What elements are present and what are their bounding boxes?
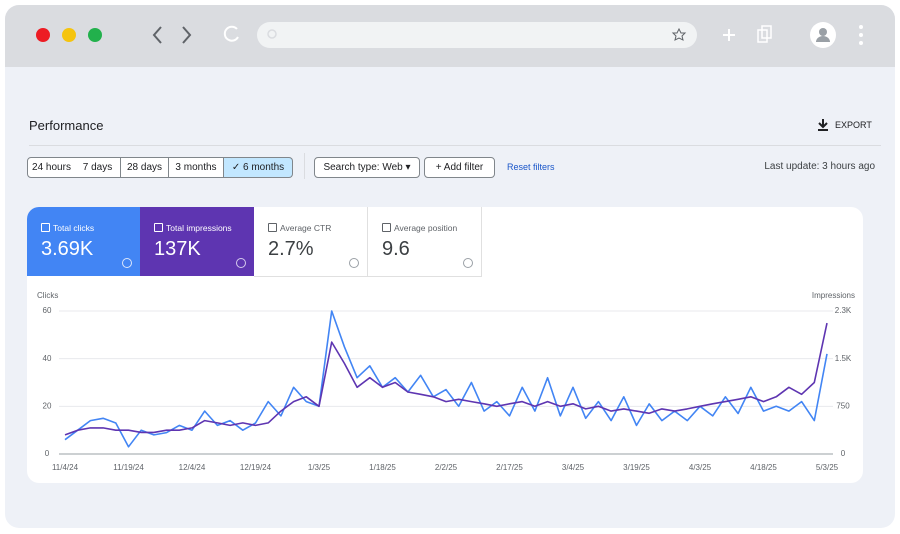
menu-dot[interactable] <box>859 41 863 45</box>
metric-card[interactable]: Average position 9.6 <box>368 207 482 277</box>
x-tick-label: 2/17/25 <box>496 463 523 472</box>
series-line <box>64 310 828 448</box>
tabs-icon-back <box>761 25 772 39</box>
x-tick-label: 5/3/25 <box>816 463 839 472</box>
search-type-button[interactable]: Search type: Web ▾ <box>314 157 420 178</box>
y2-tick-label: 1.5K <box>835 354 852 363</box>
help-icon[interactable] <box>122 258 132 268</box>
search-icon <box>267 29 277 39</box>
button-label: Add filter <box>443 162 484 173</box>
y2-tick-label: 750 <box>836 401 850 410</box>
browser-window: Performance EXPORT 24 hours 7 days 28 da… <box>5 5 895 528</box>
checkbox[interactable] <box>382 223 391 232</box>
bookmark-star[interactable] <box>671 27 687 41</box>
metric-value: 3.69K <box>41 238 94 260</box>
minimize-dot[interactable] <box>62 28 76 42</box>
metric-label: Total impressions <box>166 223 232 233</box>
x-tick-label: 12/4/24 <box>179 463 206 472</box>
reload-button[interactable] <box>223 25 239 42</box>
metric-value: 2.7% <box>268 238 314 260</box>
forward-button[interactable] <box>182 26 192 44</box>
metric-value: 9.6 <box>382 238 410 260</box>
x-tick-label: 11/19/24 <box>113 463 144 472</box>
browser-toolbar <box>5 5 895 67</box>
y-tick-label: 60 <box>43 306 52 315</box>
x-tick-label: 4/18/25 <box>750 463 777 472</box>
divider <box>29 145 881 146</box>
x-tick-label: 1/18/25 <box>369 463 396 472</box>
y-tick-label: 0 <box>45 449 50 458</box>
y-tick-label: 40 <box>43 354 52 363</box>
x-tick-label: 3/19/25 <box>623 463 650 472</box>
separator <box>304 153 305 179</box>
page-title: Performance <box>29 118 104 133</box>
x-tick-label: 12/19/24 <box>240 463 272 472</box>
checkbox-checked[interactable] <box>41 223 50 232</box>
x-tick-label: 11/4/24 <box>52 463 79 472</box>
last-update: Last update: 3 hours ago <box>764 161 875 172</box>
metric-label: Total clicks <box>53 223 95 233</box>
metric-card[interactable]: Average CTR 2.7% <box>254 207 368 277</box>
address-bar[interactable] <box>257 22 697 48</box>
x-tick-label: 2/2/25 <box>435 463 458 472</box>
toolbar-icons <box>36 22 863 48</box>
x-tick-label: 1/3/25 <box>308 463 331 472</box>
checkbox[interactable] <box>268 223 277 232</box>
add-filter-button[interactable]: + Add filter <box>424 157 495 178</box>
range-label: 6 months <box>243 162 285 173</box>
profile-body <box>816 36 830 42</box>
chart: Clicks Impressions 0 20 40 60 0 750 1.5K 2.3K 11… <box>37 291 855 472</box>
help-icon[interactable] <box>236 258 246 268</box>
range-button[interactable]: 24 hours <box>27 157 76 178</box>
x-tick-label: 3/4/25 <box>562 463 585 472</box>
y2-axis-title: Impressions <box>812 291 855 300</box>
button-label: Search type: Web <box>323 162 403 173</box>
menu-dot[interactable] <box>859 33 863 37</box>
checkbox-checked[interactable] <box>154 223 163 232</box>
new-tab-button[interactable] <box>723 29 735 41</box>
maximize-dot[interactable] <box>88 28 102 42</box>
profile-head <box>819 28 827 36</box>
metric-label: Average position <box>394 223 458 233</box>
range-button[interactable]: 28 days <box>121 157 169 178</box>
performance-panel: Total clicks 3.69K Total impressions 137… <box>27 207 863 483</box>
range-button[interactable]: 3 months <box>169 157 224 178</box>
export-icon <box>818 119 828 131</box>
y-tick-label: 20 <box>43 401 52 410</box>
x-tick-label: 4/3/25 <box>689 463 712 472</box>
y2-tick-label: 2.3K <box>835 306 852 315</box>
metric-card[interactable]: Total clicks 3.69K <box>27 207 140 276</box>
metric-value: 137K <box>154 238 201 260</box>
back-button[interactable] <box>152 26 162 44</box>
help-icon[interactable] <box>463 258 473 268</box>
y2-tick-label: 0 <box>841 449 846 458</box>
check-mark: ✓ <box>231 162 244 173</box>
reset-filters-link[interactable]: Reset filters <box>507 162 555 172</box>
metric-card[interactable]: Total impressions 137K <box>140 207 254 276</box>
close-dot[interactable] <box>36 28 50 42</box>
export-button[interactable]: EXPORT <box>835 120 872 130</box>
help-icon[interactable] <box>349 258 359 268</box>
y-axis-title: Clicks <box>37 291 58 300</box>
metric-label: Average CTR <box>280 223 332 233</box>
range-button-selected[interactable]: ✓ 6 months <box>224 157 293 178</box>
series-line <box>64 322 828 436</box>
menu-dot[interactable] <box>859 25 863 29</box>
range-button[interactable]: 7 days <box>75 157 121 178</box>
